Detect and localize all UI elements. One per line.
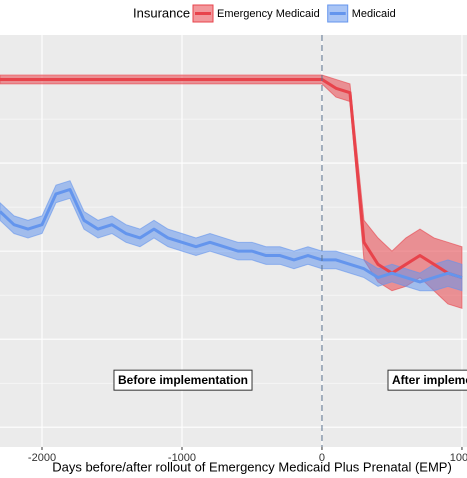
x-tick-label: -2000 bbox=[28, 452, 56, 464]
x-tick-label: 0 bbox=[319, 452, 325, 464]
confidence-band bbox=[0, 74, 463, 310]
legend-label: Medicaid bbox=[352, 8, 396, 20]
series-line bbox=[0, 188, 463, 284]
annotation-text: After implementation bbox=[392, 373, 467, 387]
annotation: After implementation bbox=[387, 369, 467, 391]
x-tick-label: -1000 bbox=[168, 452, 196, 464]
legend-label: Emergency Medicaid bbox=[217, 8, 320, 20]
x-axis-title: Days before/after rollout of Emergency M… bbox=[52, 459, 452, 474]
annotation: Before implementation bbox=[113, 369, 253, 391]
series-line bbox=[0, 77, 463, 279]
x-tick-label: 1000 bbox=[450, 452, 467, 464]
legend-title: Insurance bbox=[133, 5, 190, 20]
annotation-text: Before implementation bbox=[118, 373, 248, 387]
annotation-box bbox=[113, 369, 253, 391]
annotation-box bbox=[387, 369, 467, 391]
